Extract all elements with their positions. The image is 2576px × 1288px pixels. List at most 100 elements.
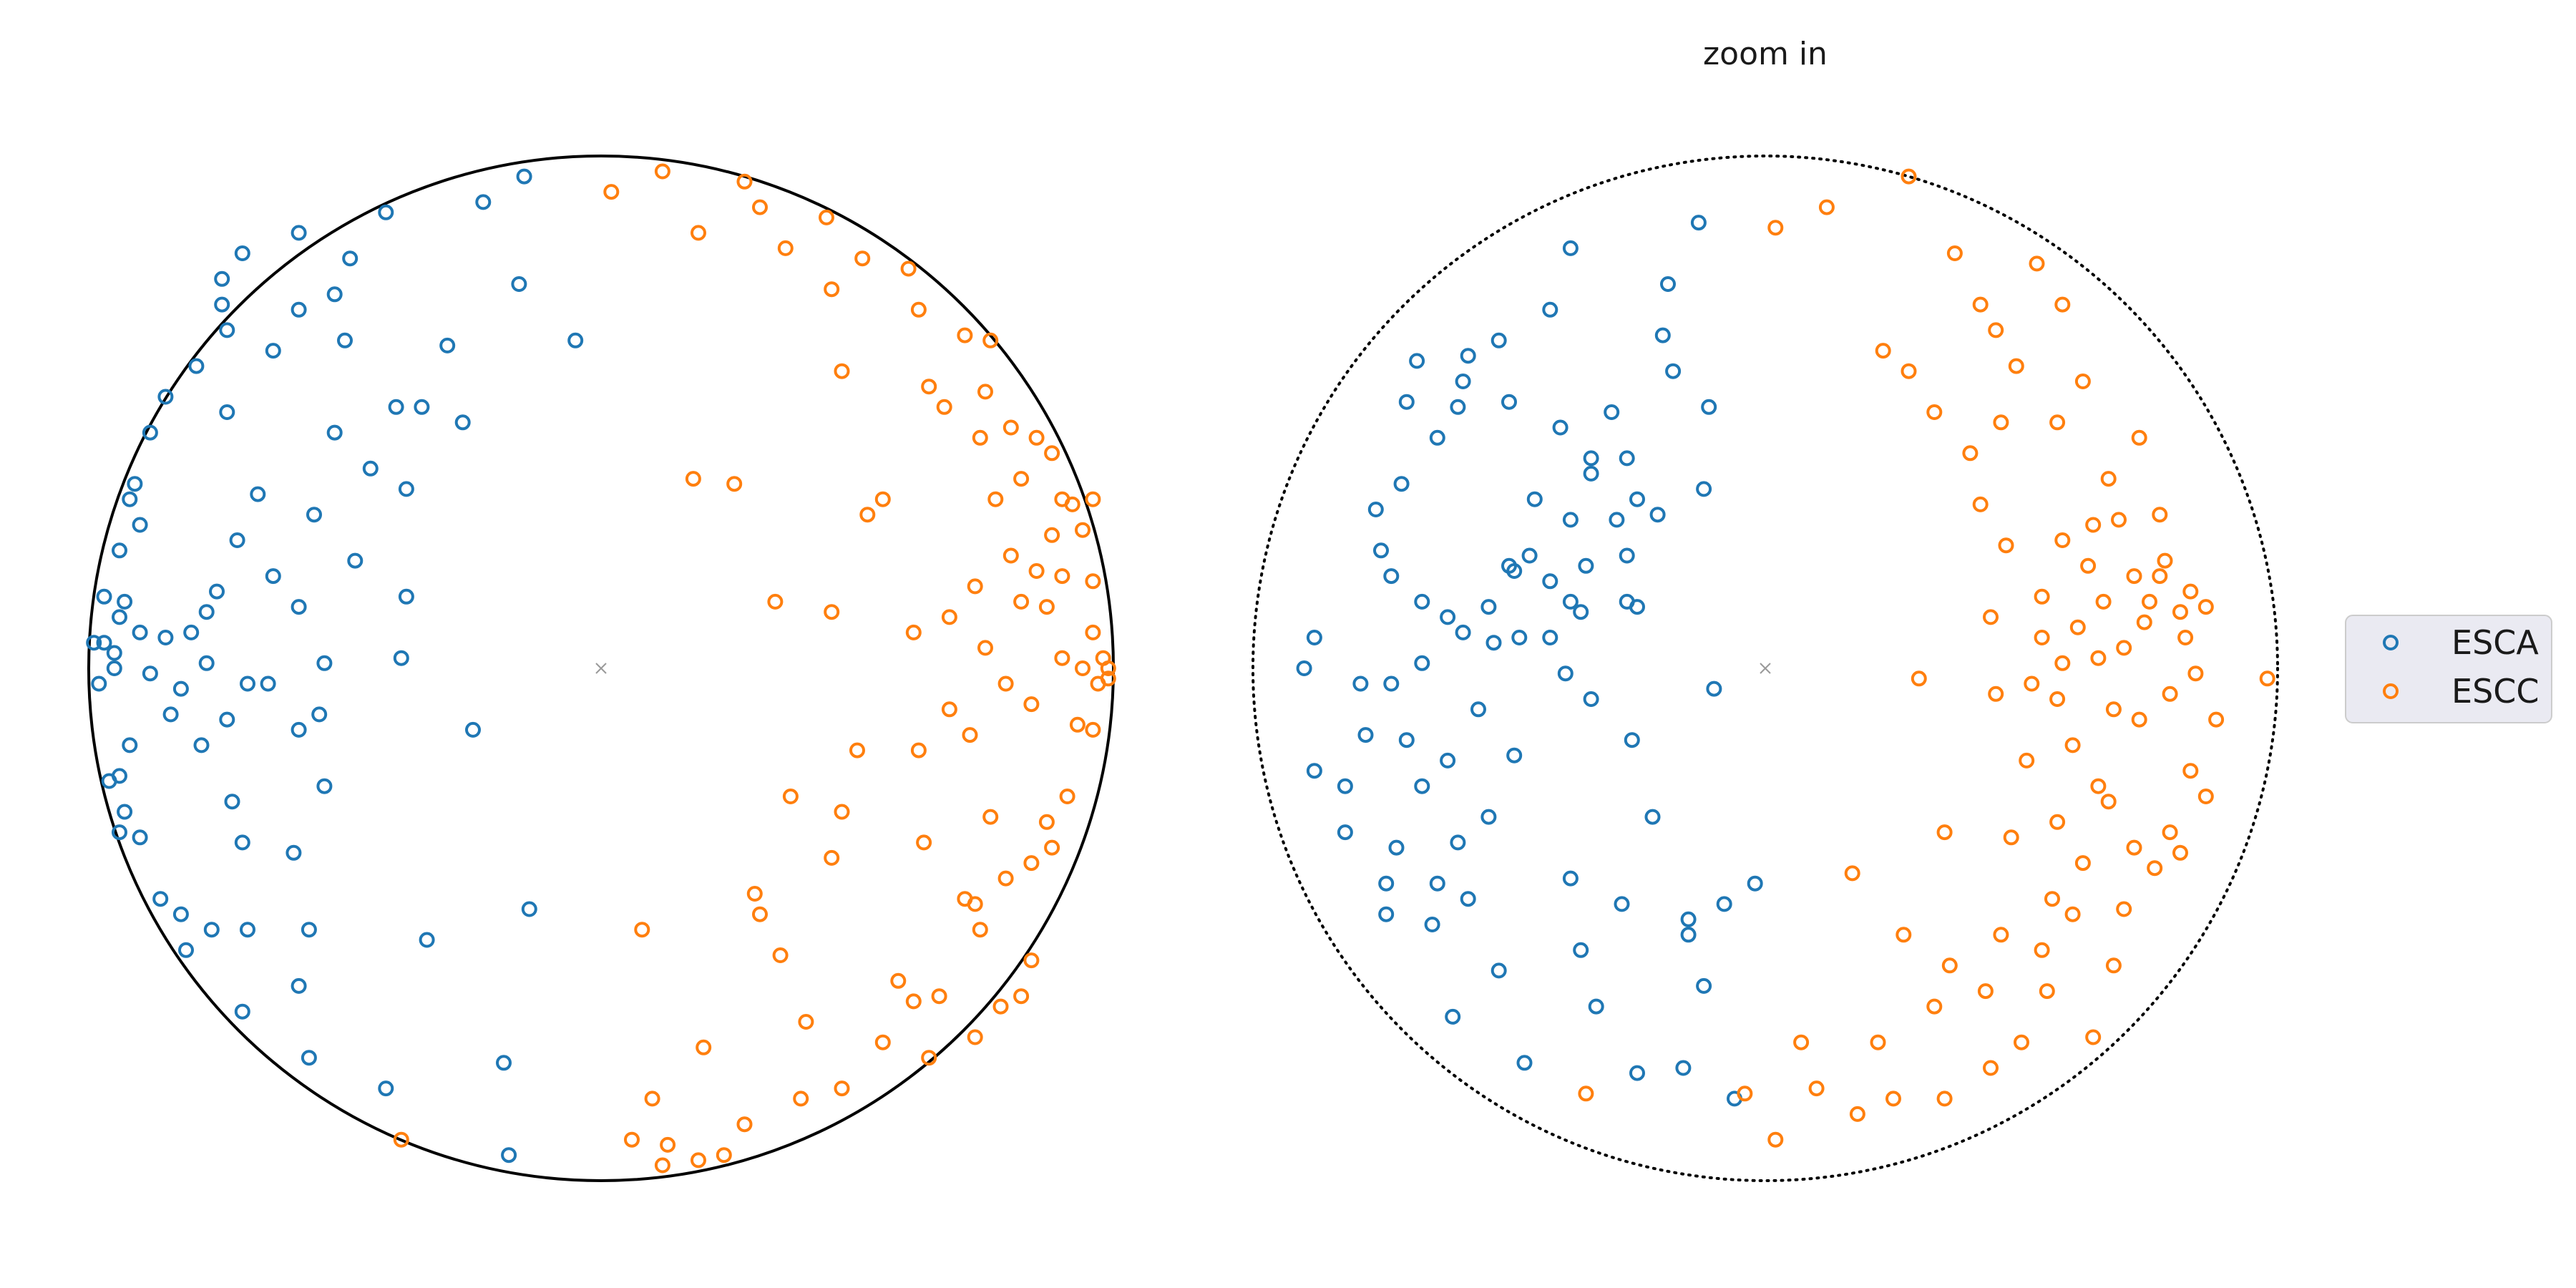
point-esca-1-62 [1624, 732, 1640, 748]
point-escc-1-49 [2019, 752, 2035, 769]
point-escc-0-75 [654, 1157, 670, 1174]
point-escc-1-73 [1896, 927, 1912, 943]
point-escc-1-77 [1977, 983, 1994, 1000]
point-escc-0-66 [921, 1050, 937, 1066]
point-esca-1-17 [1619, 450, 1635, 467]
point-escc-0-42 [874, 491, 891, 507]
point-esca-1-9 [1409, 353, 1425, 369]
point-escc-0-77 [644, 1091, 660, 1107]
point-escc-0-76 [691, 1152, 706, 1169]
point-escc-0-30 [1085, 573, 1101, 590]
point-esca-0-8 [219, 322, 235, 338]
point-esca-0-5 [234, 245, 250, 261]
point-esca-1-78 [1337, 824, 1353, 841]
poincare-disk-right: zoom in [1252, 36, 2279, 1182]
point-escc-1-16 [1962, 445, 1979, 462]
point-escc-0-41 [726, 476, 743, 492]
point-escc-0-7 [854, 250, 871, 267]
point-esca-1-20 [1526, 491, 1543, 507]
point-escc-1-74 [1844, 865, 1860, 882]
point-esca-0-23 [112, 609, 127, 625]
point-escc-1-84 [1936, 1091, 1953, 1107]
disk-boundary-right [1252, 155, 2279, 1182]
point-esca-1-12 [1552, 419, 1568, 436]
point-esca-1-85 [1696, 977, 1712, 994]
point-escc-1-71 [2259, 670, 2275, 687]
point-esca-1-45 [1542, 630, 1558, 645]
point-esca-1-61 [1583, 691, 1599, 707]
point-escc-0-9 [824, 281, 840, 298]
point-esca-0-25 [106, 645, 122, 661]
point-escc-0-59 [916, 834, 932, 851]
point-esca-1-44 [1619, 593, 1635, 610]
point-escc-0-31 [1054, 568, 1070, 585]
point-escc-1-88 [2085, 1029, 2102, 1045]
point-escc-0-40 [685, 471, 701, 487]
point-escc-1-70 [2172, 844, 2188, 861]
point-escc-0-15 [936, 399, 952, 415]
point-esca-1-7 [1455, 374, 1471, 389]
point-escc-1-48 [1988, 686, 2004, 702]
point-esca-0-1 [475, 194, 492, 210]
point-escc-0-11 [957, 327, 973, 343]
point-escc-0-68 [874, 1034, 891, 1050]
point-esca-1-11 [1501, 394, 1517, 410]
point-escc-0-91 [982, 809, 999, 825]
point-esca-0-81 [234, 1003, 250, 1020]
point-esca-0-37 [250, 486, 266, 502]
point-esca-0-33 [198, 655, 215, 671]
point-escc-0-4 [691, 225, 706, 241]
point-esca-1-29 [1649, 507, 1666, 523]
point-esca-1-54 [1306, 763, 1322, 779]
point-escc-0-16 [977, 384, 993, 400]
point-esca-0-50 [567, 332, 584, 348]
point-escc-1-17 [2054, 532, 2071, 548]
point-escc-0-62 [1023, 952, 1040, 969]
legend: ESCA ESCC [2345, 615, 2552, 723]
point-escc-1-27 [2080, 557, 2097, 574]
point-esca-1-56 [1357, 727, 1374, 743]
point-escc-1-12 [1972, 496, 1989, 512]
point-escc-1-7 [2054, 296, 2071, 313]
point-escc-0-45 [1075, 660, 1091, 676]
point-esca-1-74 [1450, 834, 1466, 851]
point-escc-1-89 [1578, 1085, 1594, 1102]
point-esca-1-48 [1455, 624, 1471, 640]
point-esca-0-35 [229, 532, 245, 548]
point-escc-1-39 [2157, 552, 2173, 569]
point-esca-0-63 [112, 824, 127, 841]
point-esca-1-39 [1440, 609, 1456, 625]
point-escc-1-47 [1911, 670, 1927, 687]
point-esca-0-73 [240, 675, 255, 692]
point-escc-0-10 [910, 301, 927, 318]
point-escc-0-36 [905, 624, 922, 640]
point-escc-0-38 [767, 593, 784, 610]
point-esca-1-51 [1352, 675, 1369, 692]
point-esca-1-75 [1429, 875, 1445, 892]
point-escc-0-80 [634, 922, 650, 938]
point-esca-0-54 [224, 794, 240, 810]
point-esca-0-22 [117, 593, 133, 610]
legend-entry-escc: ESCC [2383, 672, 2540, 711]
point-esca-1-58 [1440, 752, 1456, 769]
point-escc-0-34 [967, 578, 983, 595]
point-escc-1-36 [2105, 701, 2122, 718]
point-esca-0-64 [152, 891, 169, 907]
point-escc-0-55 [962, 727, 978, 743]
point-esca-0-15 [157, 389, 174, 405]
point-escc-1-29 [2069, 619, 2086, 635]
point-esca-1-15 [1701, 399, 1717, 415]
point-escc-1-51 [2090, 778, 2107, 794]
point-esca-0-27 [91, 675, 107, 692]
point-escc-0-12 [982, 332, 999, 348]
point-escc-0-78 [696, 1039, 712, 1055]
legend-marker-esca [2383, 635, 2399, 650]
point-escc-1-10 [2049, 414, 2066, 431]
point-esca-0-24 [96, 635, 112, 651]
point-esca-0-26 [86, 635, 102, 651]
point-escc-0-0 [603, 184, 620, 200]
point-esca-0-19 [132, 517, 148, 533]
point-esca-1-0 [1690, 215, 1707, 231]
point-esca-0-38 [306, 507, 322, 523]
point-esca-1-41 [1506, 563, 1523, 579]
